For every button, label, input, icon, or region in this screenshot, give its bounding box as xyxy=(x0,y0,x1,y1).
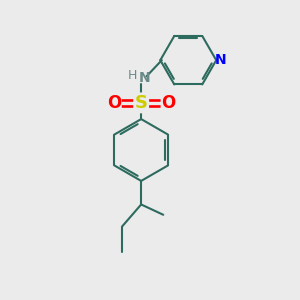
Text: H: H xyxy=(128,69,138,82)
Text: S: S xyxy=(135,94,148,112)
Text: O: O xyxy=(107,94,121,112)
Text: N: N xyxy=(138,71,150,85)
Text: O: O xyxy=(161,94,176,112)
Text: N: N xyxy=(215,53,226,67)
